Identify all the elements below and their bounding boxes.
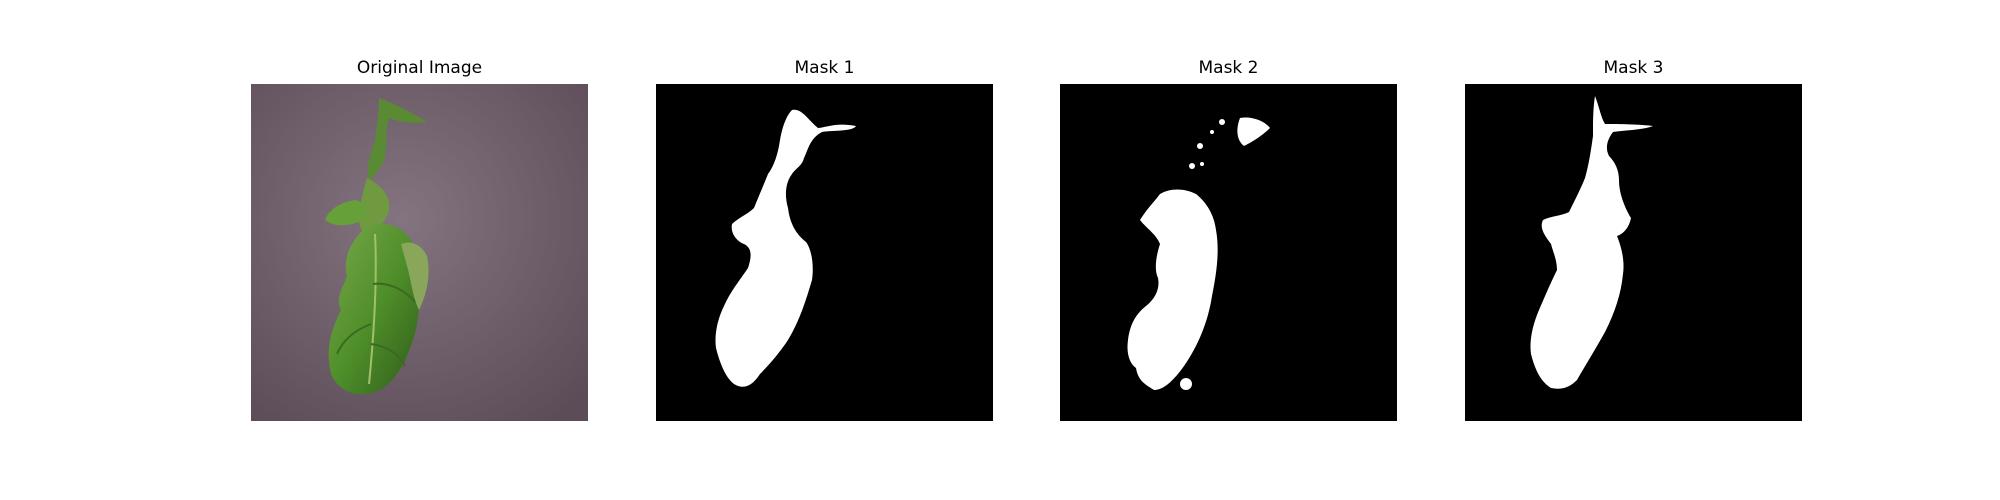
leaf-shape: [325, 98, 429, 395]
mask-background: [1465, 84, 1802, 421]
panel-title: Mask 3: [1603, 58, 1664, 78]
panel-mask-2: Mask 2: [1060, 55, 1397, 421]
mask-1-image: [656, 84, 993, 421]
mask-background: [656, 84, 993, 421]
panel-title: Original Image: [356, 58, 483, 78]
panel-title: Mask 2: [1198, 58, 1259, 78]
mask-shape: [1127, 117, 1270, 390]
panel-mask-1: Mask 1: [656, 55, 993, 421]
panel-title: Mask 1: [794, 58, 855, 78]
mask-background: [1060, 84, 1397, 421]
mask-2-image: [1060, 84, 1397, 421]
original-leaf-photo: [251, 84, 588, 421]
mask-shape: [715, 109, 856, 387]
panel-original-image: Original Image: [251, 55, 588, 421]
mask-3-image: [1465, 84, 1802, 421]
mask-shape: [1530, 96, 1653, 389]
panel-mask-3: Mask 3: [1465, 55, 1802, 421]
